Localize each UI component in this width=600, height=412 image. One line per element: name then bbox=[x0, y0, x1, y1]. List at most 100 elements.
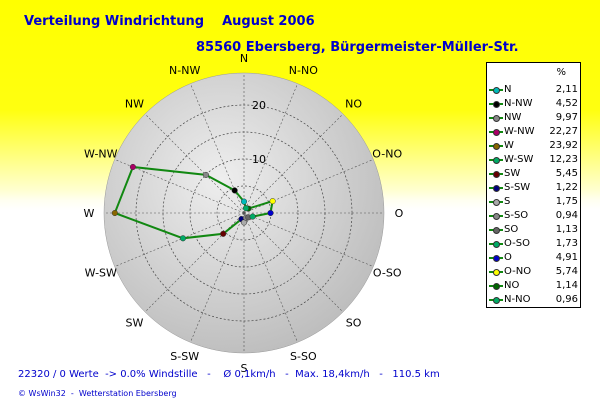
grid-spoke bbox=[243, 212, 298, 343]
legend-value: 5,74 bbox=[555, 266, 578, 277]
legend-value: 9,97 bbox=[555, 112, 578, 123]
legend-swatch-marker bbox=[493, 87, 500, 94]
title-period: August 2006 bbox=[222, 14, 315, 29]
data-point bbox=[231, 187, 238, 194]
legend-label: O-SO bbox=[504, 238, 530, 249]
legend-label: SW bbox=[504, 168, 521, 179]
legend-value: 1,22 bbox=[555, 182, 578, 193]
legend-value: 0,96 bbox=[555, 294, 578, 305]
direction-label: S-SW bbox=[170, 350, 199, 363]
grid-spoke bbox=[144, 113, 245, 214]
station-subtitle: 85560 Ebersberg, Bürgermeister-Müller-St… bbox=[196, 40, 519, 55]
legend-swatch-marker bbox=[493, 213, 500, 220]
legend-entry: SO 1,13 bbox=[487, 223, 582, 236]
direction-label: SW bbox=[125, 317, 143, 330]
legend-entry: NW 9,97 bbox=[487, 111, 582, 124]
legend-entry: N 2,11 bbox=[487, 83, 582, 96]
data-point bbox=[179, 235, 187, 242]
legend-value: 1,13 bbox=[555, 224, 578, 235]
data-point bbox=[267, 209, 274, 217]
legend-entry: S 1,75 bbox=[487, 195, 582, 208]
legend-label: SO bbox=[504, 224, 519, 235]
legend-value: 2,11 bbox=[555, 84, 578, 95]
legend-swatch-marker bbox=[493, 157, 500, 164]
legend-entry: S-SO 0,94 bbox=[487, 209, 582, 222]
direction-label: S-SO bbox=[290, 350, 317, 363]
legend-label: O bbox=[504, 252, 512, 263]
data-point bbox=[240, 198, 248, 205]
direction-label: NW bbox=[125, 97, 144, 110]
grid-spoke bbox=[243, 212, 344, 313]
direction-label: N bbox=[240, 52, 248, 65]
direction-label: W-NW bbox=[84, 148, 118, 161]
direction-labels: N N-NW NW W-NW W W-SW SW S-SW S S-SO SO O-SO O O-NO NO… bbox=[84, 52, 404, 375]
legend-swatch-marker bbox=[493, 227, 500, 234]
legend-entry: O-SO 1,73 bbox=[487, 237, 582, 250]
direction-label: O-SO bbox=[373, 266, 402, 279]
legend-swatch-marker bbox=[493, 101, 500, 108]
grid-spoke bbox=[243, 83, 298, 214]
legend-swatch-marker bbox=[493, 185, 500, 192]
direction-label: W-SW bbox=[85, 266, 117, 279]
grid-spoke bbox=[144, 212, 245, 313]
legend-entry: SW 5,45 bbox=[487, 167, 582, 180]
legend-entry: O 4,91 bbox=[487, 251, 582, 264]
legend-entry: N-NO 0,96 bbox=[487, 293, 582, 306]
legend-label: W-SW bbox=[504, 154, 534, 165]
data-point bbox=[249, 213, 256, 220]
legend-entry: W-NW 22,27 bbox=[487, 125, 582, 138]
chart-title: Verteilung Windrichtung August 2006 bbox=[24, 14, 315, 29]
legend-value: 1,14 bbox=[555, 280, 578, 291]
direction-label: SO bbox=[346, 317, 362, 330]
direction-label: O-NO bbox=[372, 148, 402, 161]
legend-entry: W 23,92 bbox=[487, 139, 582, 152]
legend-entry: W-SW 12,23 bbox=[487, 153, 582, 166]
data-point bbox=[242, 205, 250, 212]
legend-unit: % bbox=[556, 67, 566, 78]
legend-swatch-marker bbox=[493, 283, 500, 290]
legend-swatch-marker bbox=[493, 171, 500, 178]
legend-value: 1,73 bbox=[555, 238, 578, 249]
radial-tick-labels: 10 20 bbox=[252, 99, 266, 166]
legend-value: 4,91 bbox=[555, 252, 578, 263]
legend-swatch-marker bbox=[493, 115, 500, 122]
direction-label: N-NO bbox=[289, 64, 318, 77]
legend-swatch-marker bbox=[493, 129, 500, 136]
direction-label: W bbox=[84, 207, 95, 220]
direction-label: O bbox=[395, 207, 404, 220]
direction-label: S bbox=[241, 362, 248, 375]
legend-value: 0,94 bbox=[555, 210, 578, 221]
legend-swatch-marker bbox=[493, 255, 500, 262]
legend-label: S-SO bbox=[504, 210, 529, 221]
legend-entry: NO 1,14 bbox=[487, 279, 582, 292]
radial-tick-label: 10 bbox=[252, 153, 266, 166]
legend-value: 12,23 bbox=[549, 154, 578, 165]
footer-statistics: 22320 / 0 Werte -> 0.0% Windstille - Ø 0… bbox=[18, 369, 440, 380]
data-point bbox=[111, 209, 118, 217]
direction-label: NO bbox=[345, 97, 362, 110]
legend-label: W bbox=[504, 140, 514, 151]
footer-credit: © WsWin32 - Wetterstation Ebersberg bbox=[18, 389, 177, 398]
title-text: Verteilung Windrichtung bbox=[24, 14, 205, 29]
grid-spoke bbox=[243, 113, 344, 214]
data-point bbox=[220, 230, 227, 237]
legend-label: N-NO bbox=[504, 294, 531, 305]
legend-entry: S-SW 1,22 bbox=[487, 181, 582, 194]
radial-tick-label: 20 bbox=[252, 99, 266, 112]
data-point bbox=[269, 198, 276, 205]
legend-value: 4,52 bbox=[555, 98, 578, 109]
legend-entry: N-NW 4,52 bbox=[487, 97, 582, 110]
data-point bbox=[202, 171, 209, 178]
legend-label: O-NO bbox=[504, 266, 532, 277]
legend-swatch-marker bbox=[493, 297, 500, 304]
legend-swatch-marker bbox=[493, 241, 500, 248]
grid-spoke bbox=[190, 83, 245, 214]
legend-label: NO bbox=[504, 280, 520, 291]
direction-label: N-NW bbox=[169, 64, 200, 77]
grid-spoke bbox=[114, 212, 245, 267]
legend-label: N bbox=[504, 84, 512, 95]
data-point bbox=[129, 163, 136, 171]
legend-swatch-marker bbox=[493, 143, 500, 150]
legend-value: 5,45 bbox=[555, 168, 578, 179]
